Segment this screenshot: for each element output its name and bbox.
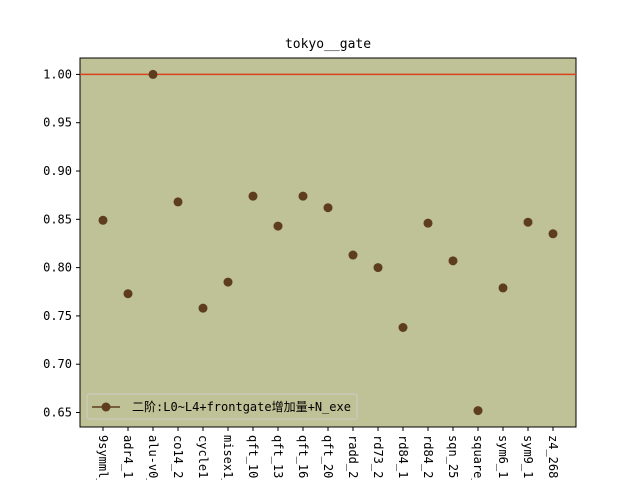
data-point [123,289,133,299]
legend-label: 二阶:L0~L4+frontgate增加量+N_exe [132,400,351,414]
x-tick-label: co14_2 [171,435,185,478]
data-point [498,283,508,293]
data-point [523,217,533,227]
data-point [198,303,208,313]
data-point [173,197,183,207]
y-tick-label: 0.95 [43,116,72,130]
legend-marker-swatch [101,402,111,412]
y-axis: 0.65 0.70 0.75 0.80 0.85 0.90 0.95 1.00 [43,67,80,420]
x-tick-label: rd84_1 [396,435,410,478]
data-point [448,256,458,266]
data-point [298,191,308,201]
y-tick-label: 1.00 [43,67,72,81]
x-tick-label: sym9_1 [521,435,535,478]
data-point [473,406,483,416]
x-tick-label: sym6_1 [496,435,510,478]
y-tick-label: 0.70 [43,357,72,371]
data-point [348,250,358,260]
data-point [323,203,333,213]
x-tick-label: adr4_1 [121,435,135,478]
x-axis: 9symml_ adr4_1 alu-v0_ co14_2 cycle1 misex1_ q… [96,427,560,480]
data-point [548,229,558,239]
data-point [148,69,158,79]
x-tick-label: square_ [471,435,485,480]
legend: 二阶:L0~L4+frontgate增加量+N_exe [86,393,358,420]
x-tick-label: z4_268 [546,435,560,478]
legend-box [86,393,358,420]
chart-title: tokyo__gate [285,37,371,52]
x-tick-label: qft_16 [296,435,310,478]
x-tick-label: qft_10 [246,435,260,478]
data-point [223,277,233,287]
y-tick-label: 0.75 [43,309,72,323]
x-tick-label: 9symml_ [96,435,110,480]
data-point [248,191,258,201]
data-point [373,263,383,273]
y-tick-label: 0.65 [43,406,72,420]
data-point [423,218,433,228]
data-points-layer [98,69,558,416]
x-tick-label: radd_2 [346,435,360,478]
y-tick-label: 0.85 [43,212,72,226]
data-point [273,221,283,231]
x-tick-label: rd84_2 [421,435,435,478]
x-tick-label: alu-v0_ [146,435,160,480]
x-tick-label: misex1_ [221,435,235,480]
x-tick-label: qft_20 [321,435,335,478]
y-tick-label: 0.80 [43,261,72,275]
x-tick-label: sqn_25 [446,435,460,478]
y-tick-label: 0.90 [43,164,72,178]
data-point [398,323,408,333]
x-tick-label: rd73_2 [371,435,385,478]
x-tick-label: qft_13 [271,435,285,478]
plot-area [79,57,577,428]
data-point [98,215,108,225]
x-tick-label: cycle1 [196,435,210,478]
